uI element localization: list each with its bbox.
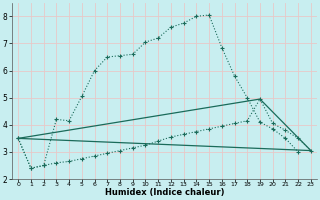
- X-axis label: Humidex (Indice chaleur): Humidex (Indice chaleur): [105, 188, 224, 197]
